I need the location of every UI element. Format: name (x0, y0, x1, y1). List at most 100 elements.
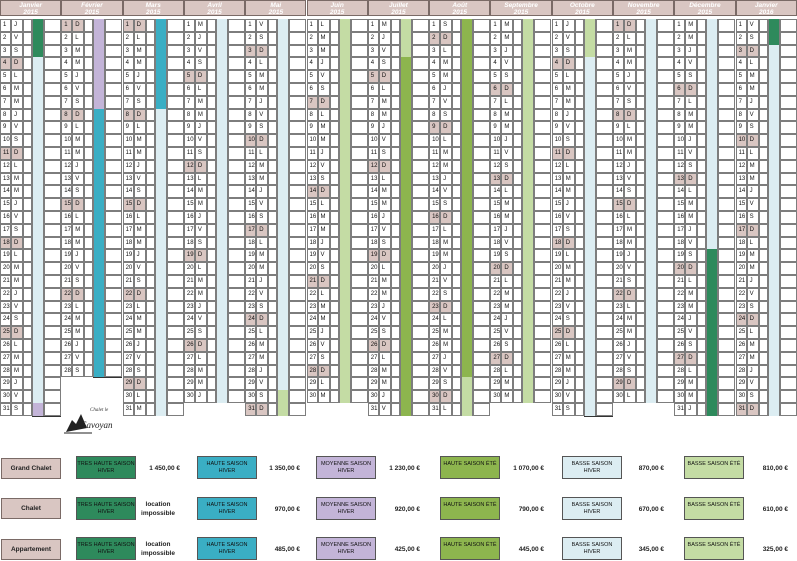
day-letter: L (378, 351, 391, 365)
day-number: 5 (306, 70, 318, 83)
season-band (522, 147, 535, 160)
day-letter: V (72, 351, 85, 365)
day-cell (513, 83, 523, 96)
day-letter: S (11, 223, 23, 237)
day-cell (779, 313, 797, 327)
season-band (338, 198, 351, 211)
season-band (338, 172, 351, 186)
day-row: 22 M (367, 287, 429, 301)
day-row: 26 M (245, 339, 307, 352)
day-cell (411, 44, 429, 58)
day-number: 1 (0, 19, 11, 32)
day-letter: J (685, 223, 698, 237)
day-cell (595, 211, 613, 224)
day-cell (105, 249, 123, 263)
month-name: Mars (145, 2, 161, 9)
day-number: 2 (306, 31, 318, 45)
day-cell (350, 95, 368, 109)
month-column: Août 2015 1 S 2 D 3 L 4 M 5 M 6 J 7 V 8 S 9 D 10 L 11 M 12 M 13 J 14… (429, 0, 491, 440)
day-letter: D (746, 44, 759, 58)
season-band (399, 236, 412, 250)
day-number: 4 (429, 57, 441, 71)
day-cell (23, 313, 32, 327)
day-number: 13 (429, 172, 441, 186)
day-row: 28 S (613, 364, 674, 378)
season-band (154, 83, 167, 96)
day-letter: D (317, 275, 330, 288)
day-letter: M (11, 95, 23, 109)
day-cell (44, 275, 61, 288)
day-letter: M (624, 44, 636, 58)
day-cell (697, 44, 707, 58)
season-band (154, 300, 167, 314)
day-letter: M (11, 172, 23, 186)
day-cell (411, 159, 429, 173)
day-row: 28 M (367, 364, 429, 378)
day-letter: V (746, 19, 759, 32)
day-letter: L (746, 326, 759, 339)
day-row: 31 L (429, 403, 491, 416)
day-cell (145, 31, 155, 45)
day-letter: V (256, 198, 269, 211)
day-row: 10 M (306, 134, 368, 147)
day-row: 26 M (735, 339, 797, 352)
season-band (522, 211, 535, 224)
season-price: 325,00 € (762, 546, 788, 553)
day-row: 28 M (183, 364, 245, 378)
day-row: 17 M (122, 223, 184, 237)
day-cell (411, 275, 429, 288)
day-row: 27 M (0, 351, 61, 365)
season-band (461, 211, 474, 224)
day-number: 8 (674, 108, 686, 122)
day-number: 24 (61, 313, 73, 327)
day-cell (166, 83, 184, 96)
season-band (93, 275, 106, 288)
season-band (215, 223, 228, 237)
day-cell (329, 83, 339, 96)
day-cell (452, 287, 462, 301)
day-cell (636, 223, 645, 237)
day-row: 26 L (551, 339, 613, 352)
day-cell (636, 185, 645, 199)
season-band (399, 313, 412, 327)
day-cell (329, 121, 339, 135)
day-number: 24 (735, 313, 747, 327)
day-letter: L (317, 287, 330, 301)
season-band (583, 159, 596, 173)
day-cell (636, 57, 645, 71)
season-band (154, 236, 167, 250)
day-number: 17 (61, 223, 73, 237)
day-letter: V (256, 377, 269, 391)
day-cell (166, 147, 184, 160)
day-cell (534, 83, 552, 96)
day-number: 5 (183, 70, 195, 83)
day-number: 3 (0, 44, 11, 58)
season-band (461, 249, 474, 263)
day-cell (473, 390, 491, 403)
day-letter: M (378, 275, 391, 288)
season-band (767, 185, 780, 199)
day-row: 22 D (122, 287, 184, 301)
day-cell (145, 19, 155, 32)
day-cell (145, 403, 155, 416)
season-band (32, 351, 44, 365)
day-letter: V (11, 211, 23, 224)
day-letter: J (440, 262, 453, 275)
day-cell (534, 95, 552, 109)
day-cell (758, 108, 768, 122)
day-number: 28 (245, 364, 257, 378)
day-cell (227, 313, 245, 327)
season-band (461, 223, 474, 237)
day-number: 19 (306, 249, 318, 263)
day-number: 22 (490, 287, 502, 301)
season-band (706, 95, 719, 109)
day-cell (227, 83, 245, 96)
season-band (399, 364, 412, 378)
day-letter: D (562, 57, 575, 71)
